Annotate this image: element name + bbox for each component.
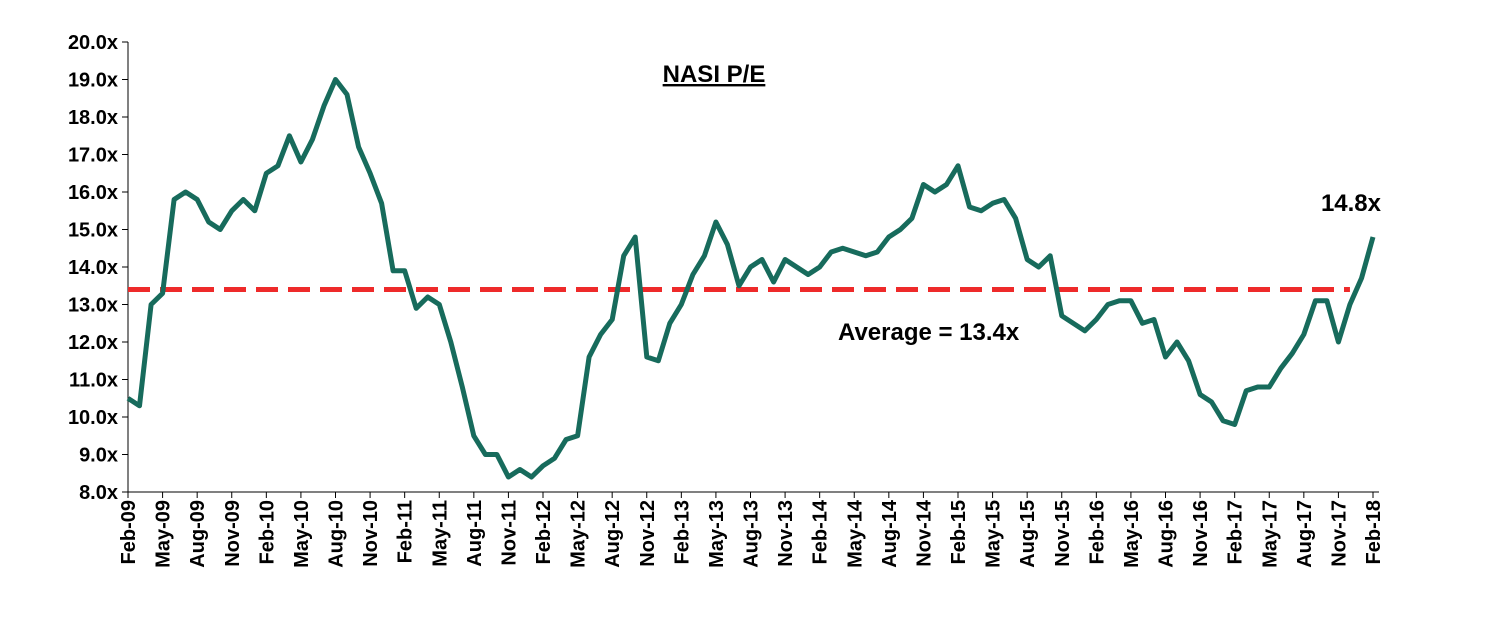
x-tick-label: Feb-11: [395, 500, 417, 563]
x-tick-label: Nov-15: [1052, 500, 1074, 567]
x-tick-label: May-12: [568, 500, 590, 568]
y-tick-label: 18.0x: [68, 107, 118, 129]
y-tick-label: 9.0x: [79, 445, 118, 467]
y-tick-label: 16.0x: [68, 182, 118, 204]
x-tick-label: Feb-17: [1225, 500, 1247, 564]
x-tick-label: Nov-12: [637, 500, 659, 567]
x-tick-label: May-10: [291, 500, 313, 568]
y-tick-label: 17.0x: [68, 145, 118, 167]
x-tick-label: Feb-12: [533, 500, 555, 564]
x-tick-label: Nov-11: [498, 500, 520, 566]
x-tick-label: Aug-12: [602, 500, 624, 568]
x-tick-label: Aug-16: [1156, 500, 1178, 568]
y-tick-label: 11.0x: [69, 370, 118, 392]
x-tick-label: Nov-09: [222, 500, 244, 567]
x-tick-label: Feb-10: [256, 500, 278, 564]
x-tick-label: Aug-10: [326, 500, 348, 568]
x-tick-label: Feb-09: [118, 500, 140, 564]
x-tick-label: May-11: [429, 500, 451, 567]
x-tick-label: Nov-10: [360, 500, 382, 567]
y-tick-label: 8.0x: [79, 482, 118, 504]
x-tick-label: Nov-16: [1190, 500, 1212, 567]
x-tick-label: Aug-09: [187, 500, 209, 568]
x-tick-label: Feb-16: [1086, 500, 1108, 564]
series-line: [126, 77, 1376, 480]
x-tick-label: Aug-15: [1017, 500, 1039, 568]
x-tick-label: May-09: [153, 500, 175, 568]
y-tick-label: 20.0x: [68, 32, 118, 54]
x-tick-label: May-14: [844, 499, 866, 568]
x-tick-label: Nov-13: [775, 500, 797, 567]
x-tick-label: Aug-17: [1294, 500, 1316, 568]
y-tick-label: 13.0x: [68, 295, 118, 317]
x-tick-label: Aug-11: [464, 500, 486, 567]
x-tick-label: May-17: [1259, 500, 1281, 568]
x-tick-label: Nov-14: [913, 499, 935, 567]
x-tick-label: May-15: [983, 500, 1005, 568]
x-tick-label: Feb-14: [810, 499, 832, 564]
y-tick-label: 15.0x: [68, 220, 118, 242]
x-tick-label: May-16: [1121, 500, 1143, 568]
x-tick-label: Feb-13: [671, 500, 693, 564]
average-label: Average = 13.4x: [838, 319, 1020, 346]
chart-title: NASI P/E: [663, 61, 766, 88]
x-tick-label: Feb-15: [948, 500, 970, 564]
y-tick-label: 12.0x: [68, 332, 118, 354]
x-tick-label: Aug-13: [741, 500, 763, 568]
y-tick-label: 10.0x: [68, 407, 118, 429]
end-label: 14.8x: [1321, 190, 1382, 217]
x-tick-label: Feb-18: [1363, 500, 1385, 564]
x-tick-label: Nov-17: [1328, 500, 1350, 567]
y-tick-label: 14.0x: [68, 257, 118, 279]
x-tick-label: Aug-14: [879, 499, 901, 568]
x-tick-label: May-13: [706, 500, 728, 568]
y-tick-label: 19.0x: [68, 70, 118, 92]
